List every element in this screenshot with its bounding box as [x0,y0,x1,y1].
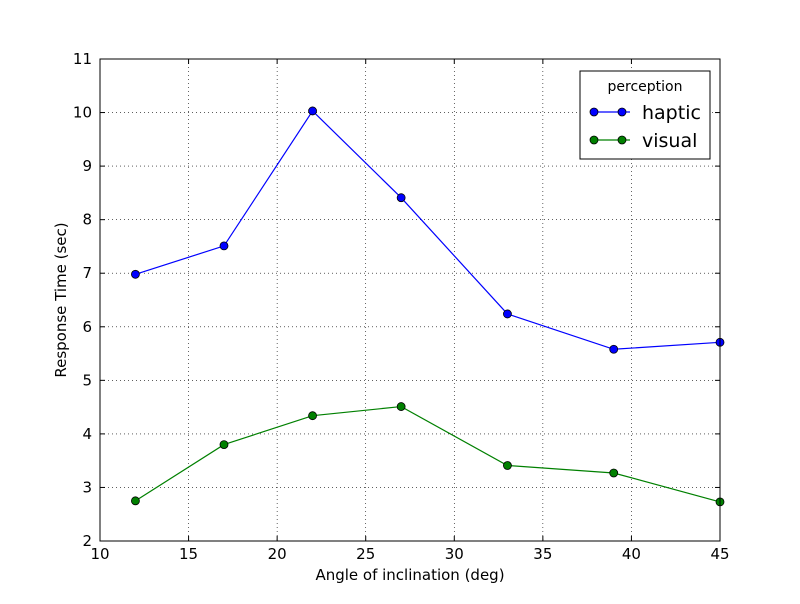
legend-entries: haptic visual [589,102,701,152]
x-axis-label: Angle of inclination (deg) [315,566,504,584]
data-point-visual [131,496,140,506]
legend-box [579,70,711,160]
x-tick-label: 15 [179,545,198,563]
y-tick-label: 2 [82,532,92,550]
data-point-visual [503,461,512,470]
y-tick-label: 11 [73,50,92,68]
legend: perception haptic visual [579,70,711,160]
legend-label-visual: visual [642,130,697,152]
plot-area-frame [99,58,721,542]
data-point-haptic [308,106,317,116]
y-tick-label: 4 [82,425,92,443]
data-point-haptic [219,241,229,251]
x-tick-label: 10 [90,545,109,563]
data-point-haptic [396,193,406,203]
y-tick-label: 7 [82,264,92,282]
y-tick-label: 3 [82,478,92,496]
data-point-visual [396,402,406,411]
data-point-visual [308,411,317,421]
y-tick-label: 5 [82,371,92,389]
legend-label-haptic: haptic [642,102,701,124]
plot-series [131,106,725,507]
x-tick-label: 30 [445,545,464,563]
data-point-haptic [131,269,140,279]
data-point-visual [219,440,229,450]
y-tick-label: 6 [82,318,92,336]
legend-marker-visual [589,135,599,145]
legend-marker-haptic [617,107,627,117]
legend-marker-visual [617,135,627,145]
y-tick-label: 10 [73,104,92,122]
data-point-haptic [503,309,512,319]
x-tick-label: 35 [533,545,552,563]
x-tick-label: 45 [710,545,729,563]
data-point-visual [609,468,619,478]
x-tick-label: 40 [622,545,641,563]
y-axis-label: Response Time (sec) [52,222,70,377]
legend-marker-haptic [589,107,599,117]
data-point-haptic [609,344,619,354]
y-tick-label: 8 [82,211,92,229]
y-tick-label: 9 [82,157,92,175]
x-tick-label: 25 [356,545,375,563]
x-tick-label: 20 [268,545,287,563]
legend-title: perception [608,79,683,95]
